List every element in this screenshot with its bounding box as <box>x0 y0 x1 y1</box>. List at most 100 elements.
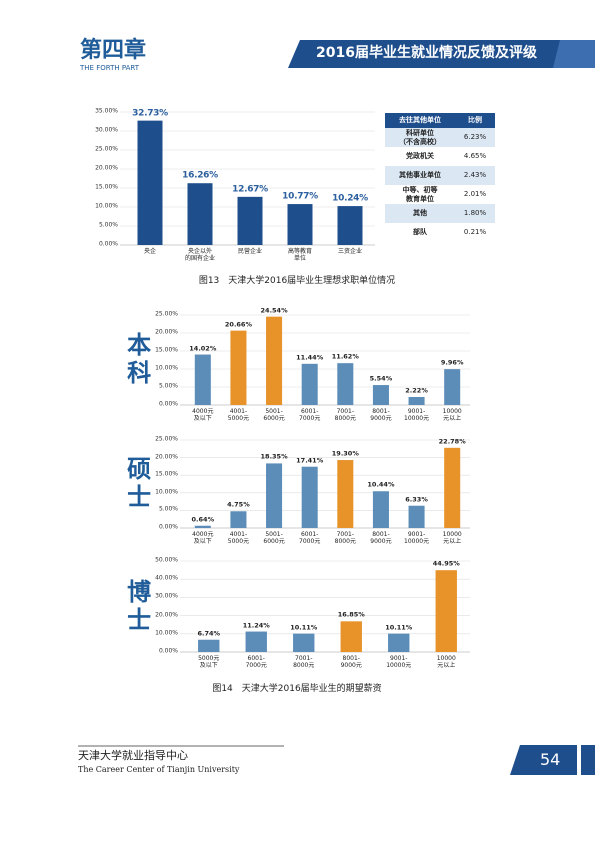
bar <box>444 447 461 528</box>
table-cell: 其他 <box>385 204 456 223</box>
table-header: 比例 <box>455 113 495 128</box>
bar <box>444 369 461 405</box>
value-label: 10.77% <box>282 191 318 202</box>
table-header: 去往其他单位 <box>385 113 456 128</box>
table-cell: 2.43% <box>455 166 495 185</box>
table-cell: 0.21% <box>463 228 487 237</box>
y-tick-label: 10.00% <box>95 202 118 210</box>
bar <box>340 621 362 652</box>
value-label: 11.62% <box>331 352 359 361</box>
bar <box>337 460 354 528</box>
table-row: 其他 1.80% <box>385 204 495 223</box>
y-tick-label: 25.00% <box>155 310 178 318</box>
y-tick-label: 15.00% <box>95 183 118 191</box>
page-box <box>510 745 577 775</box>
figure-caption: 图13 天津大学2016届毕业生理想求职单位情况 <box>198 276 396 286</box>
x-tick-label: 民营企业 <box>237 248 263 255</box>
value-label: 9.96% <box>440 358 464 367</box>
banner-title: 2016届毕业生就业情况反馈及评级 <box>316 45 537 61</box>
x-tick-label: 4000元 及以下 <box>192 531 214 545</box>
bar <box>301 466 318 528</box>
y-tick-label: 25.00% <box>95 145 118 153</box>
x-tick-label: 6001- 7000元 <box>245 655 267 669</box>
y-tick-label: 30.00% <box>95 126 118 134</box>
x-tick-label: 9001- 10000元 <box>386 655 412 669</box>
x-tick-label: 8001- 9000元 <box>340 655 362 669</box>
value-label: 44.95% <box>432 559 460 568</box>
table-cell: 部队 <box>413 228 428 237</box>
value-label: 12.67% <box>232 184 268 195</box>
value-label: 6.74% <box>197 629 221 638</box>
footer-org: 天津大学就业指导中心 <box>78 749 188 762</box>
y-tick-label: 20.00% <box>155 328 178 336</box>
y-tick-label: 30.00% <box>155 592 178 600</box>
x-tick-label: 8001- 9000元 <box>370 531 392 545</box>
other-units-table: 去往其他单位 比例 科研单位 （不含高校） 6.23% 党政机关 4.65% 其他事业单位… <box>385 113 495 242</box>
bar <box>198 639 220 652</box>
value-label: 11.24% <box>242 621 270 630</box>
table-cell: 6.23% <box>455 128 495 147</box>
y-tick-label: 0.00% <box>98 240 118 248</box>
y-tick-label: 20.00% <box>95 164 118 172</box>
value-label: 19.30% <box>331 449 359 458</box>
bar <box>388 633 410 652</box>
x-tick-label: 9001- 10000元 <box>404 408 430 422</box>
bar <box>337 206 363 245</box>
y-tick-label: 10.00% <box>155 364 178 372</box>
value-label: 22.78% <box>438 437 466 446</box>
bar <box>137 120 163 245</box>
x-tick-label: 8001- 9000元 <box>370 408 392 422</box>
y-tick-label: 0.00% <box>158 647 178 655</box>
x-tick-label: 央企 <box>143 248 157 255</box>
bar <box>266 463 283 528</box>
y-tick-label: 0.00% <box>158 523 178 531</box>
x-tick-label: 6001- 7000元 <box>299 408 321 422</box>
bar <box>194 525 211 528</box>
value-label: 11.44% <box>296 353 324 362</box>
bar <box>301 363 318 405</box>
table-cell: 1.80% <box>455 204 495 223</box>
x-tick-label: 9001- 10000元 <box>404 531 430 545</box>
x-tick-label: 4000元 及以下 <box>192 408 214 422</box>
chart-side-title: 硕士 <box>122 456 151 512</box>
bar <box>372 385 389 405</box>
value-label: 5.54% <box>369 374 393 383</box>
value-label: 18.35% <box>260 452 288 461</box>
bar <box>230 330 247 405</box>
table-row: 中等、初等 教育单位 2.01% <box>385 185 495 204</box>
y-tick-label: 40.00% <box>155 574 178 582</box>
value-label: 10.44% <box>367 480 395 489</box>
x-tick-label: 5001- 6000元 <box>263 531 285 545</box>
x-tick-label: 4001- 5000元 <box>227 531 250 545</box>
table-cell: 其他事业单位 <box>385 166 456 185</box>
figure-caption: 图14 天津大学2016届毕业生的期望薪资 <box>212 684 382 694</box>
bar <box>287 204 313 245</box>
y-tick-label: 5.00% <box>158 382 178 390</box>
y-tick-label: 20.00% <box>155 611 178 619</box>
table-cell: 中等、初等 教育单位 <box>402 186 438 203</box>
value-label: 4.75% <box>227 500 250 509</box>
y-tick-label: 20.00% <box>155 453 178 461</box>
x-tick-label: 5001- 6000元 <box>263 408 285 422</box>
bar <box>435 570 457 652</box>
x-tick-label: 7001- 8000元 <box>334 408 356 422</box>
banner-bg <box>288 40 595 68</box>
bar <box>194 354 211 405</box>
value-label: 32.73% <box>132 108 168 119</box>
chapter: 第四章 <box>80 38 147 63</box>
table-row: 科研单位 （不含高校） 6.23% <box>385 128 495 147</box>
footer-org-en: The Career Center of Tianjin University <box>78 765 240 774</box>
chart-side-title: 博士 <box>122 578 151 635</box>
table-cell: 党政机关 <box>406 152 435 161</box>
value-label: 24.54% <box>260 306 288 315</box>
value-label: 10.11% <box>290 623 318 632</box>
value-label: 20.66% <box>224 320 252 329</box>
y-tick-label: 50.00% <box>155 556 178 564</box>
x-tick-label: 4001- 5000元 <box>227 408 250 422</box>
bar <box>337 363 354 405</box>
y-tick-label: 10.00% <box>155 629 178 637</box>
value-label: 10.24% <box>332 193 368 204</box>
table-cell: 科研单位 （不含高校） <box>385 128 456 147</box>
table-cell: 2.01% <box>463 190 487 199</box>
y-tick-label: 5.00% <box>158 505 178 513</box>
